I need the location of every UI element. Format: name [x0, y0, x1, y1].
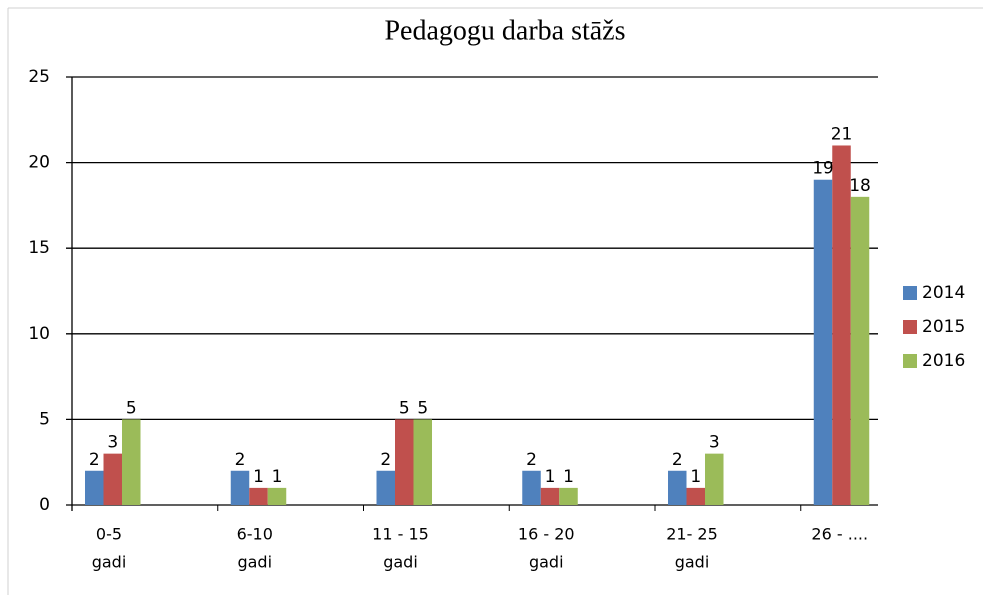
value-label: 5	[126, 398, 137, 418]
bar	[559, 487, 578, 505]
y-tick-label: 0	[39, 495, 50, 515]
bar	[230, 470, 250, 505]
value-label: 1	[563, 467, 574, 487]
legend-label: 2016	[922, 351, 965, 371]
x-tick-label: gadi	[383, 553, 418, 572]
legend-swatch	[903, 320, 917, 334]
value-label: 5	[399, 398, 410, 418]
bar	[85, 470, 104, 505]
x-tick-label: 6-10	[237, 525, 273, 544]
bar	[813, 179, 833, 505]
value-label: 1	[545, 467, 556, 487]
y-tick-label: 5	[39, 409, 50, 429]
value-label: 21	[831, 124, 853, 144]
y-tick-label: 10	[28, 324, 50, 344]
legend-swatch	[903, 286, 917, 300]
bar	[850, 196, 870, 505]
x-tick-label: gadi	[675, 553, 710, 572]
value-label: 2	[380, 450, 391, 470]
bar	[832, 145, 851, 506]
x-tick-label: gadi	[92, 553, 127, 572]
x-tick-label: 0-5	[96, 525, 122, 544]
value-label: 3	[107, 433, 118, 453]
bar	[395, 419, 414, 505]
y-tick-label: 20	[28, 153, 50, 173]
y-tick-label: 25	[28, 67, 50, 87]
legend-swatch	[903, 354, 917, 368]
bar	[413, 419, 433, 505]
value-label: 19	[812, 159, 834, 179]
legend-label: 2014	[922, 283, 965, 303]
value-label: 1	[690, 467, 701, 487]
x-tick-label: 16 - 20	[518, 525, 575, 544]
x-tick-label: 11 - 15	[372, 525, 429, 544]
value-label: 5	[417, 398, 428, 418]
value-label: 18	[849, 176, 871, 196]
chart-title: Pedagogu darba stāžs	[384, 15, 625, 46]
bar	[122, 419, 141, 505]
y-tick-label: 15	[28, 238, 50, 258]
x-tick-label: 21- 25	[666, 525, 718, 544]
value-label: 2	[672, 450, 683, 470]
bar	[103, 453, 122, 505]
bar	[376, 470, 396, 505]
value-label: 2	[526, 450, 537, 470]
bar	[249, 487, 268, 505]
value-label: 2	[89, 450, 100, 470]
bar	[522, 470, 541, 505]
value-label: 1	[253, 467, 264, 487]
value-label: 3	[709, 433, 720, 453]
bar	[267, 487, 287, 505]
value-label: 2	[235, 450, 246, 470]
bar	[705, 453, 724, 505]
x-tick-label: 26 - ....	[811, 525, 868, 544]
bar	[668, 470, 687, 505]
x-tick-label: gadi	[529, 553, 564, 572]
x-tick-label: gadi	[237, 553, 272, 572]
legend-label: 2015	[922, 317, 965, 337]
bar	[540, 487, 560, 505]
bar	[686, 487, 706, 505]
value-label: 1	[272, 467, 283, 487]
